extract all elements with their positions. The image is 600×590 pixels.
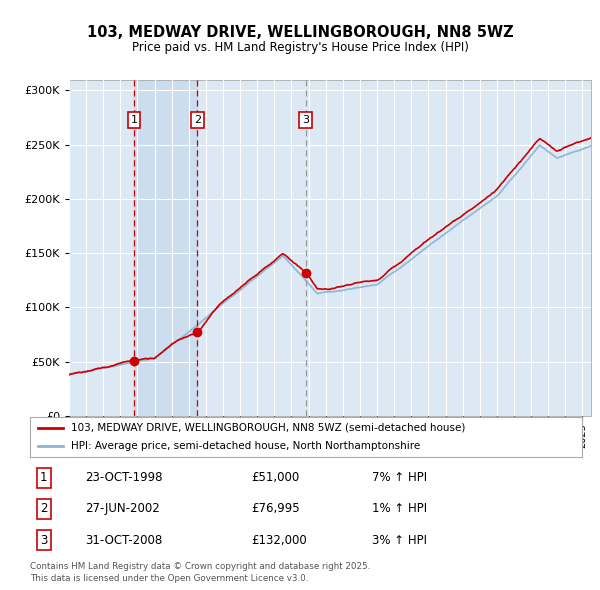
Text: 3% ↑ HPI: 3% ↑ HPI (372, 533, 427, 546)
Text: 103, MEDWAY DRIVE, WELLINGBOROUGH, NN8 5WZ: 103, MEDWAY DRIVE, WELLINGBOROUGH, NN8 5… (86, 25, 514, 40)
Text: HPI: Average price, semi-detached house, North Northamptonshire: HPI: Average price, semi-detached house,… (71, 441, 421, 451)
Text: 2: 2 (194, 115, 201, 125)
Text: £132,000: £132,000 (251, 533, 307, 546)
Text: 27-JUN-2002: 27-JUN-2002 (85, 502, 160, 516)
Text: £51,000: £51,000 (251, 471, 299, 484)
Text: 3: 3 (302, 115, 309, 125)
Text: 1: 1 (131, 115, 138, 125)
Text: 103, MEDWAY DRIVE, WELLINGBOROUGH, NN8 5WZ (semi-detached house): 103, MEDWAY DRIVE, WELLINGBOROUGH, NN8 5… (71, 423, 466, 433)
Text: 31-OCT-2008: 31-OCT-2008 (85, 533, 163, 546)
Bar (134, 80, 197, 416)
Text: 7% ↑ HPI: 7% ↑ HPI (372, 471, 427, 484)
Text: 23-OCT-1998: 23-OCT-1998 (85, 471, 163, 484)
Text: £76,995: £76,995 (251, 502, 299, 516)
Text: 3: 3 (40, 533, 47, 546)
Text: 1% ↑ HPI: 1% ↑ HPI (372, 502, 427, 516)
Text: 1: 1 (40, 471, 47, 484)
Text: Contains HM Land Registry data © Crown copyright and database right 2025.
This d: Contains HM Land Registry data © Crown c… (30, 562, 370, 583)
Text: 2: 2 (40, 502, 47, 516)
Text: Price paid vs. HM Land Registry's House Price Index (HPI): Price paid vs. HM Land Registry's House … (131, 41, 469, 54)
